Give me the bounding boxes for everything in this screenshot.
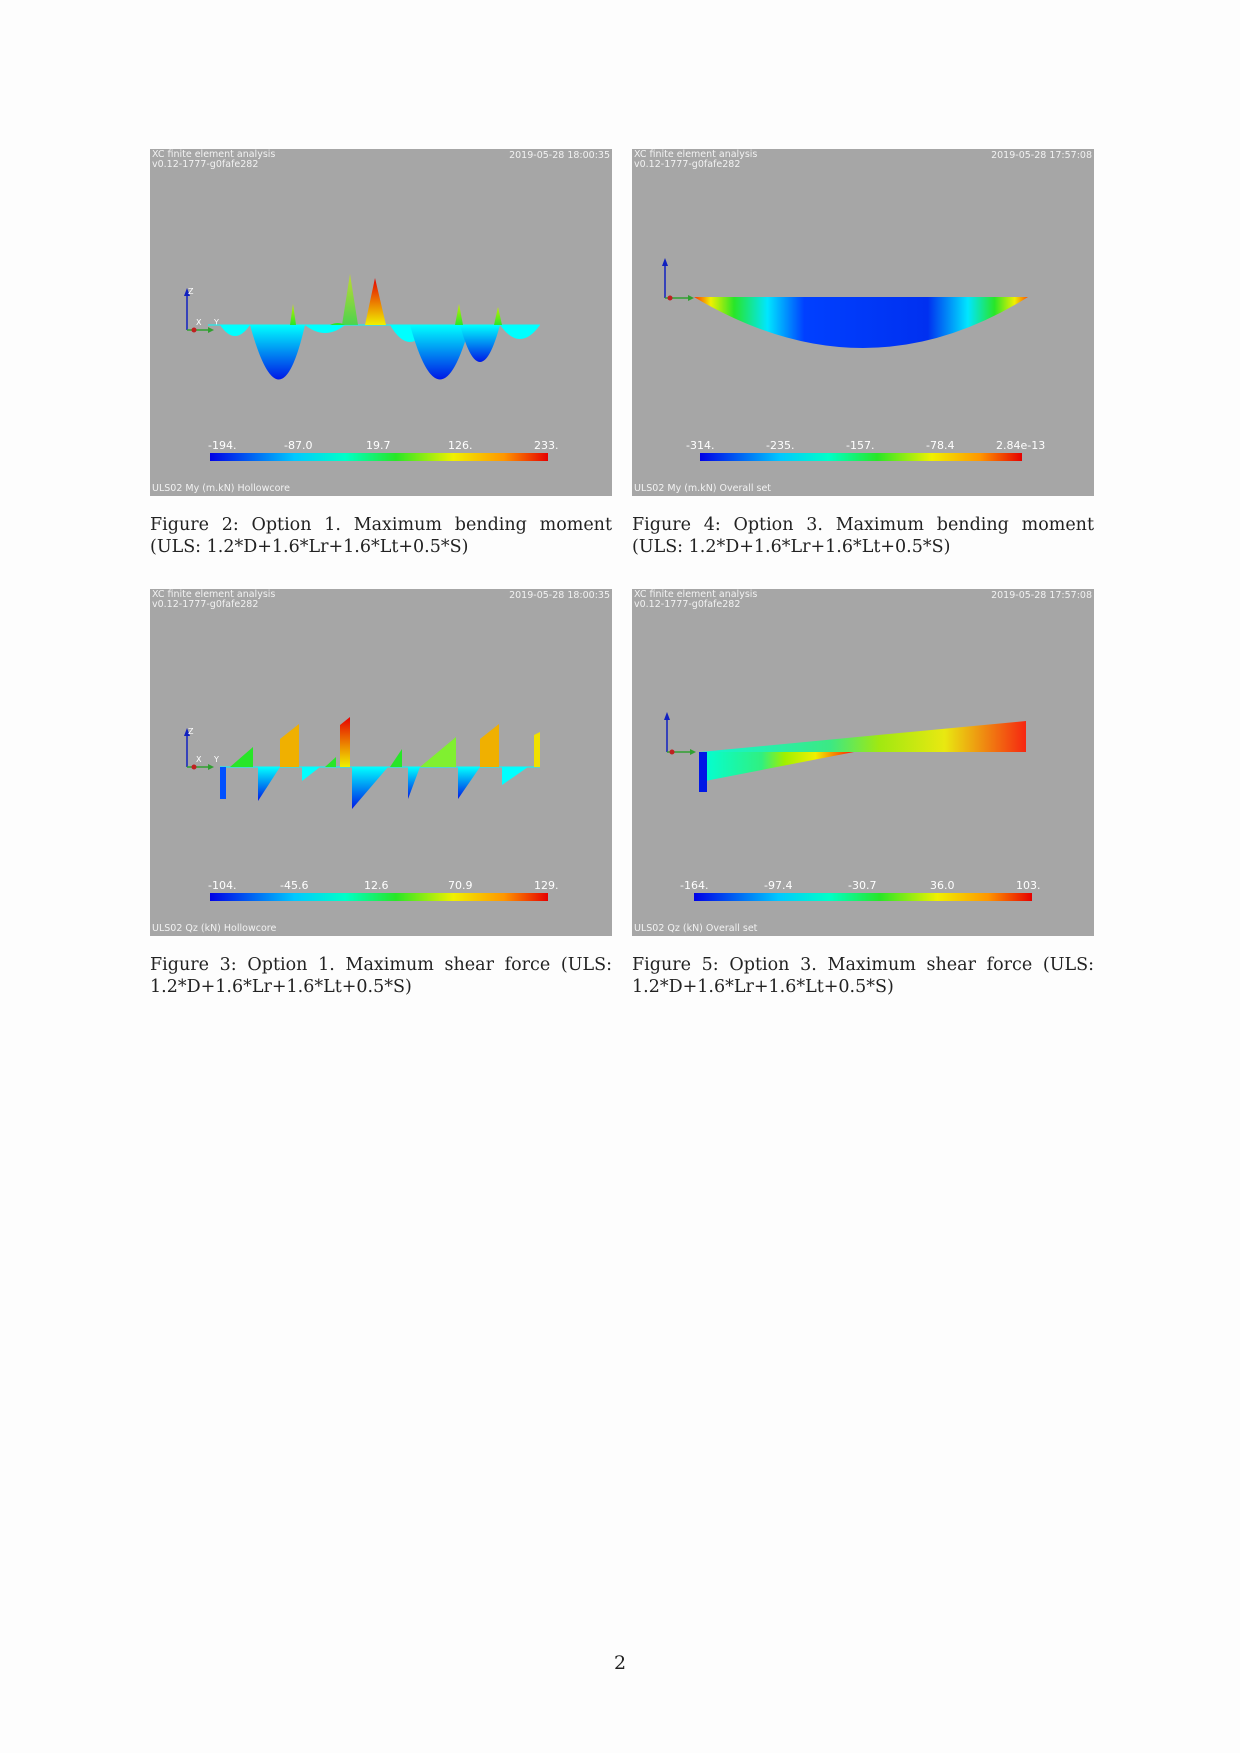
x-axis-label: X [196,755,202,764]
fe-plot-panel: XC finite element analysis v0.12-1777-g0… [150,589,612,936]
diagram-shapes [220,717,540,809]
colorbar-tick-label: -235. [766,439,794,452]
header: XC finite element analysis v0.12-1777-g0… [634,150,757,170]
colorbar-tick-label: 129. [534,879,559,892]
timestamp: 2019-05-28 17:57:08 [991,150,1092,161]
colorbar: -194. -87.0 19.7 126. 233. [208,439,559,461]
software-name: XC finite element analysis [152,589,276,600]
timestamp: 2019-05-28 18:00:35 [509,590,610,601]
plot-footer: ULS02 My (m.kN) Hollowcore [152,483,290,494]
colorbar-tick-label: 12.6 [364,879,389,892]
shear-force-diagram: Z X Y [184,717,559,901]
axes-triad [662,258,694,301]
figure-caption: Figure 5: Option 3. Maximum shear force … [632,955,1094,997]
colorbar-tick-label: 19.7 [366,439,391,452]
colorbar-tick-label: 103. [1016,879,1041,892]
z-axis-arrow-icon [664,712,670,720]
fe-plot-panel: XC finite element analysis v0.12-1777-g0… [632,149,1094,496]
figure-3: XC finite element analysis v0.12-1777-g0… [150,589,612,998]
axes-triad [664,712,696,755]
colorbar: -104. -45.6 12.6 70.9 129. [208,879,559,901]
z-axis-label: Z [188,727,194,736]
colorbar-tick-label: 36.0 [930,879,955,892]
figure-caption: Figure 3: Option 1. Maximum shear force … [150,955,612,997]
header: XC finite element analysis v0.12-1777-g0… [152,150,275,170]
software-version: v0.12-1777-g0fafe282 [634,599,741,610]
x-axis-dot-icon [669,749,675,755]
timestamp: 2019-05-28 17:57:08 [991,590,1092,601]
page-number: 2 [613,1652,627,1674]
y-axis-arrow-icon [688,295,694,301]
fe-plot-panel: XC finite element analysis v0.12-1777-g0… [632,589,1094,936]
software-name: XC finite element analysis [634,589,758,600]
software-name: XC finite element analysis [152,149,276,160]
header: XC finite element analysis v0.12-1777-g0… [634,590,757,610]
colorbar-tick-label: -87.0 [284,439,312,452]
timestamp: 2019-05-28 18:00:35 [509,150,610,161]
figure-caption: Figure 4: Option 3. Maximum bending mome… [632,515,1094,557]
software-version: v0.12-1777-g0fafe282 [152,599,259,610]
colorbar-tick-label: -45.6 [280,879,308,892]
header: XC finite element analysis v0.12-1777-g0… [152,590,275,610]
figure-4: XC finite element analysis v0.12-1777-g0… [632,149,1094,558]
x-axis-dot-icon [191,764,197,770]
x-axis-dot-icon [667,295,673,301]
colorbar-tick-label: 126. [448,439,473,452]
z-axis-label: Z [188,287,194,296]
colorbar-tick-label: -104. [208,879,236,892]
colorbar-tick-label: -97.4 [764,879,792,892]
x-axis-dot-icon [191,327,197,333]
colorbar-tick-label: -164. [680,879,708,892]
axes-triad: Z X Y [184,287,219,333]
colorbar-tick-label: -314. [686,439,714,452]
figure-2: XC finite element analysis v0.12-1777-g0… [150,149,612,558]
shear-force-diagram: -164. -97.4 -30.7 36.0 103. [664,712,1041,901]
plot-footer: ULS02 Qz (kN) Hollowcore [152,923,277,934]
colorbar-tick-label: -157. [846,439,874,452]
z-axis-arrow-icon [184,288,190,296]
y-axis-label: Y [213,318,219,327]
bending-moment-diagram: -314. -235. -157. -78.4 2.84e-13 [662,258,1045,461]
colorbar: -314. -235. -157. -78.4 2.84e-13 [686,439,1045,461]
diagram-shapes [208,274,540,380]
x-axis-label: X [196,318,202,327]
y-axis-arrow-icon [208,764,214,770]
figure-5: XC finite element analysis v0.12-1777-g0… [632,589,1094,998]
y-axis-arrow-icon [690,749,696,755]
bending-moment-diagram: Z X Y -194. [184,274,559,461]
axes-triad: Z X Y [184,727,219,770]
colorbar: -164. -97.4 -30.7 36.0 103. [680,879,1041,901]
y-axis-label: Y [213,755,219,764]
figure-caption: Figure 2: Option 1. Maximum bending mome… [150,515,612,557]
colorbar-tick-label: -78.4 [926,439,954,452]
diagram-shapes [694,297,1028,348]
colorbar-tick-label: 233. [534,439,559,452]
software-version: v0.12-1777-g0fafe282 [152,159,259,170]
colorbar-tick-label: 70.9 [448,879,473,892]
colorbar-tick-label: -30.7 [848,879,876,892]
software-version: v0.12-1777-g0fafe282 [634,159,741,170]
fe-plot-panel: XC finite element analysis v0.12-1777-g0… [150,149,612,496]
software-name: XC finite element analysis [634,149,758,160]
z-axis-arrow-icon [184,728,190,736]
z-axis-arrow-icon [662,258,668,266]
plot-footer: ULS02 Qz (kN) Overall set [634,923,758,934]
colorbar-tick-label: -194. [208,439,236,452]
plot-footer: ULS02 My (m.kN) Overall set [634,483,772,494]
colorbar-tick-label: 2.84e-13 [996,439,1045,452]
y-axis-arrow-icon [208,327,214,333]
diagram-shapes [699,721,1026,792]
